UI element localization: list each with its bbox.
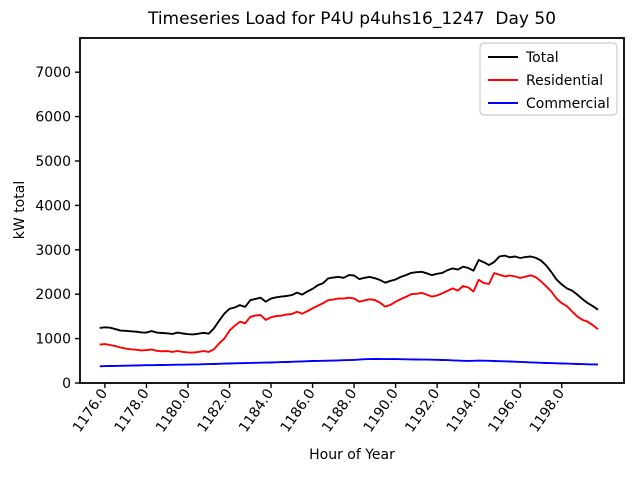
x-tick-label: 1192.0 xyxy=(402,386,443,435)
legend-label-commercial: Commercial xyxy=(526,96,610,112)
y-tick-label: 1000 xyxy=(35,332,71,348)
y-axis-label: kW total xyxy=(12,181,28,239)
x-tick-label: 1188.0 xyxy=(319,386,360,435)
y-tick-label: 7000 xyxy=(35,65,71,81)
chart-title: Timeseries Load for P4U p4uhs16_1247 Day… xyxy=(147,9,556,29)
x-axis-ticks: 1176.0 1178.0 1180.0 1182.0 1184.0 1186.0 1188… xyxy=(70,383,568,435)
y-tick-label: 3000 xyxy=(35,243,71,259)
x-tick-label: 1182.0 xyxy=(195,386,236,435)
x-tick-label: 1198.0 xyxy=(527,386,568,435)
x-tick-label: 1194.0 xyxy=(444,386,485,435)
x-tick-label: 1190.0 xyxy=(361,386,402,435)
x-axis-label: Hour of Year xyxy=(309,447,395,463)
axes-spines xyxy=(79,37,625,384)
x-tick-label: 1178.0 xyxy=(112,386,153,435)
commercial-line xyxy=(99,358,598,368)
residential-line xyxy=(99,272,599,354)
x-tick-label: 1180.0 xyxy=(153,386,194,435)
y-tick-label: 2000 xyxy=(35,287,71,303)
legend-label-total: Total xyxy=(525,50,559,66)
legend: Total Residential Commercial xyxy=(479,42,618,116)
x-tick-label: 1176.0 xyxy=(70,386,111,435)
data-lines xyxy=(99,254,599,368)
y-tick-label: 5000 xyxy=(35,154,71,170)
x-tick-label: 1186.0 xyxy=(278,386,319,435)
x-tick-label: 1196.0 xyxy=(485,386,526,435)
legend-label-residential: Residential xyxy=(526,73,603,89)
y-tick-label: 0 xyxy=(62,376,71,392)
legend-box xyxy=(479,42,618,116)
y-tick-label: 4000 xyxy=(35,198,71,214)
x-tick-label: 1184.0 xyxy=(236,386,277,435)
total-line xyxy=(99,254,599,336)
y-axis-ticks: 0 1000 2000 3000 4000 5000 6000 7000 xyxy=(35,65,80,392)
legend-entries: Total Residential Commercial xyxy=(488,50,610,112)
y-tick-label: 6000 xyxy=(35,110,71,126)
